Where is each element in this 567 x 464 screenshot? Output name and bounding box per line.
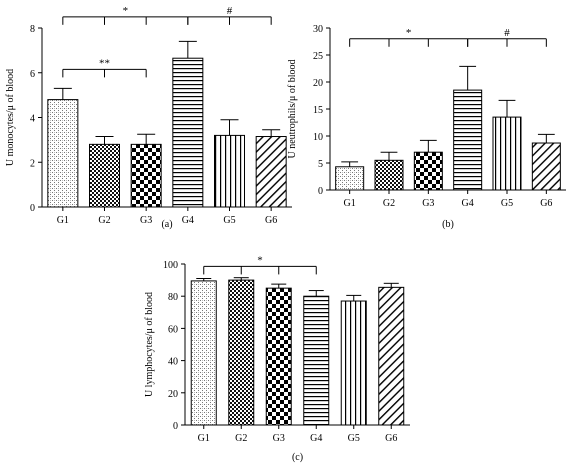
- panel-c-chart: 0 20 40 60 80 100 U lymphocytes/μ of blood G1 G2…: [144, 254, 410, 463]
- y-tick-label: 80: [168, 292, 178, 303]
- panel-b-chart: 0 5 10 15 20 25 30 U neutrophils/μ of blood G1 G2…: [287, 24, 566, 230]
- x-tick-label: G5: [501, 198, 513, 209]
- y-axis-title: U monocytes/μ of blood: [5, 69, 16, 166]
- y-tick-label: 20: [313, 78, 323, 89]
- x-tick-label: G2: [383, 198, 395, 209]
- y-tick-label: 40: [168, 357, 178, 368]
- y-tick-label: 8: [30, 24, 35, 35]
- significance-marker: *: [257, 254, 263, 266]
- y-axis-title: U neutrophils/μ of blood: [287, 60, 298, 159]
- x-tick-label: G6: [540, 198, 552, 209]
- bar: [453, 89, 483, 191]
- y-axis-title: U lymphocytes/μ of blood: [144, 292, 155, 397]
- y-tick-label: 6: [30, 69, 35, 80]
- y-tick-label: 0: [318, 186, 323, 197]
- bar: [265, 287, 292, 426]
- x-tick-label: G4: [310, 433, 322, 444]
- significance-marker: #: [227, 5, 233, 17]
- significance-marker: *: [406, 27, 412, 39]
- bar: [413, 151, 443, 191]
- bar: [340, 300, 367, 426]
- y-tick-label: 15: [313, 105, 323, 116]
- panel-label: (a): [161, 219, 172, 230]
- y-tick-label: 2: [30, 158, 35, 169]
- y-tick-label: 25: [313, 51, 323, 62]
- bar: [378, 286, 405, 426]
- y-tick-label: 20: [168, 389, 178, 400]
- x-tick-label: G2: [235, 433, 247, 444]
- panel-label: (c): [292, 452, 303, 463]
- bar: [190, 280, 217, 426]
- x-tick-label: G1: [344, 198, 356, 209]
- bar: [531, 142, 561, 191]
- significance-marker: #: [504, 27, 510, 39]
- bar: [255, 136, 287, 208]
- x-tick-label: G6: [265, 215, 277, 226]
- x-tick-label: G3: [273, 433, 285, 444]
- bar: [47, 99, 79, 208]
- x-tick-label: G5: [348, 433, 360, 444]
- y-tick-label: 0: [30, 203, 35, 214]
- x-tick-label: G1: [198, 433, 210, 444]
- x-tick-label: G3: [422, 198, 434, 209]
- y-tick-label: 5: [318, 159, 323, 170]
- x-tick-label: G3: [140, 215, 152, 226]
- y-tick-label: 4: [30, 114, 35, 125]
- bar: [335, 166, 365, 191]
- y-tick-label: 30: [313, 24, 323, 35]
- bar: [228, 279, 255, 426]
- x-tick-label: G4: [462, 198, 474, 209]
- bar: [89, 143, 120, 208]
- y-tick-label: 60: [168, 324, 178, 335]
- y-tick-label: 10: [313, 132, 323, 143]
- x-tick-label: G4: [182, 215, 194, 226]
- bar: [492, 116, 522, 191]
- bar: [214, 134, 245, 208]
- panel-label: (b): [442, 219, 454, 230]
- significance-marker: *: [123, 5, 129, 17]
- bar: [303, 295, 330, 426]
- significance-marker: **: [99, 57, 110, 69]
- y-tick-label: 0: [173, 421, 178, 432]
- bar: [130, 143, 162, 208]
- x-tick-label: G2: [98, 215, 110, 226]
- x-tick-label: G1: [57, 215, 69, 226]
- y-tick-label: 100: [163, 260, 178, 271]
- x-tick-label: G6: [385, 433, 397, 444]
- x-tick-label: G5: [223, 215, 235, 226]
- bar: [374, 159, 404, 191]
- bar: [172, 57, 204, 208]
- panel-a-chart: 0 2 4 6 8 U monocytes/μ of blood G1 G2 G3 G4 G5 G6 *…: [5, 5, 292, 230]
